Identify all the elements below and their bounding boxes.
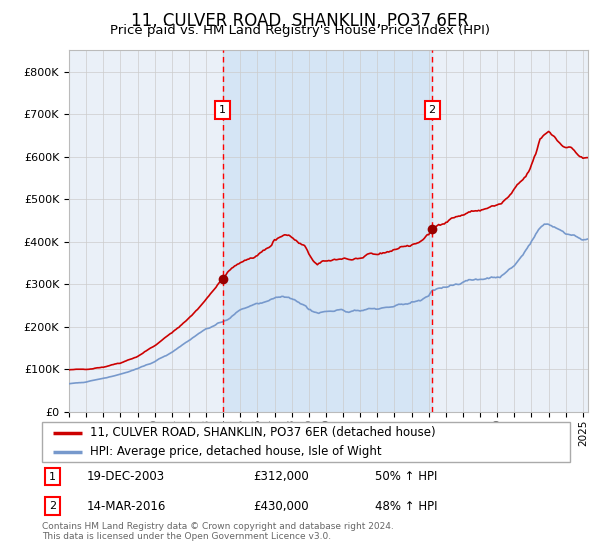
Text: 1: 1	[49, 472, 56, 482]
Text: 2: 2	[428, 105, 436, 115]
Text: Contains HM Land Registry data © Crown copyright and database right 2024.
This d: Contains HM Land Registry data © Crown c…	[42, 522, 394, 542]
Text: £430,000: £430,000	[253, 500, 309, 513]
Bar	[223, 50, 432, 412]
Text: 11, CULVER ROAD, SHANKLIN, PO37 6ER (detached house): 11, CULVER ROAD, SHANKLIN, PO37 6ER (det…	[89, 427, 435, 440]
Text: HPI: Average price, detached house, Isle of Wight: HPI: Average price, detached house, Isle…	[89, 445, 381, 459]
Text: Price paid vs. HM Land Registry's House Price Index (HPI): Price paid vs. HM Land Registry's House …	[110, 24, 490, 37]
Text: 11, CULVER ROAD, SHANKLIN, PO37 6ER: 11, CULVER ROAD, SHANKLIN, PO37 6ER	[131, 12, 469, 30]
Text: 2: 2	[49, 501, 56, 511]
Text: 48% ↑ HPI: 48% ↑ HPI	[374, 500, 437, 513]
Text: 1: 1	[219, 105, 226, 115]
Text: 50% ↑ HPI: 50% ↑ HPI	[374, 470, 437, 483]
Text: £312,000: £312,000	[253, 470, 309, 483]
FancyBboxPatch shape	[42, 422, 570, 462]
Text: 14-MAR-2016: 14-MAR-2016	[87, 500, 166, 513]
Text: 19-DEC-2003: 19-DEC-2003	[87, 470, 165, 483]
